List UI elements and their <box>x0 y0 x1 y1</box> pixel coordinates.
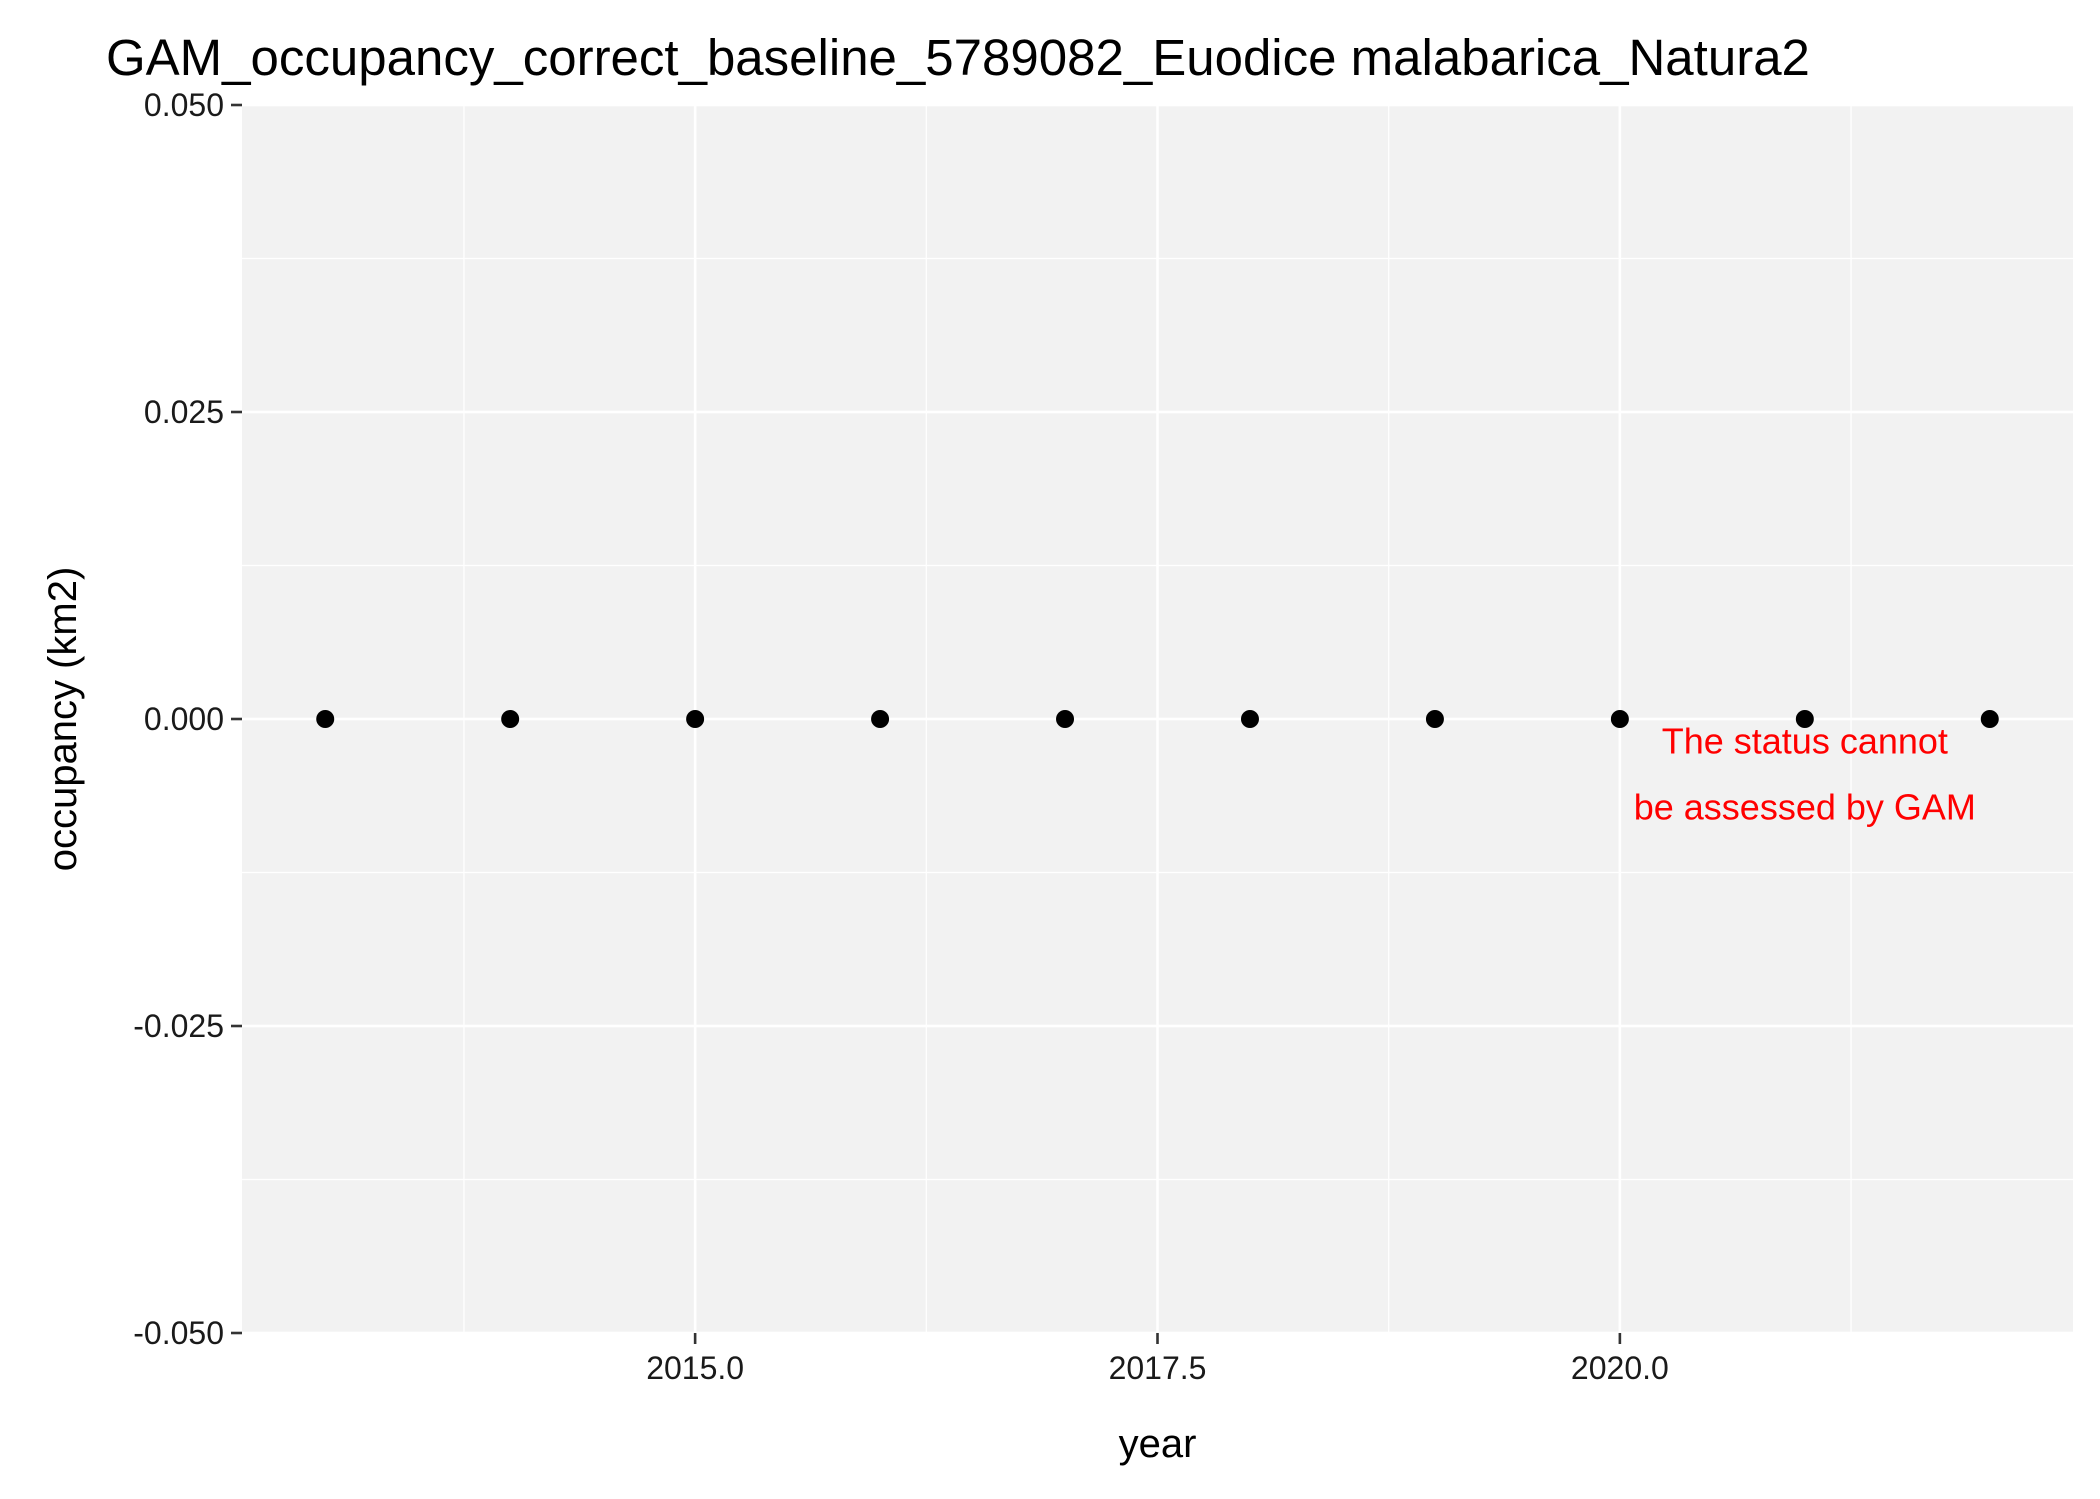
data-point-0 <box>316 710 335 728</box>
data-point-4 <box>1056 710 1075 728</box>
data-point-8 <box>1795 710 1814 728</box>
data-point-6 <box>1425 710 1444 728</box>
x-axis-label: year <box>1119 1422 1197 1466</box>
x-tick-label-1: 2017.5 <box>1109 1350 1207 1386</box>
y-tick-label-1: 0.025 <box>144 394 224 430</box>
data-point-9 <box>1980 710 1999 728</box>
axes: 0.050 0.025 0.000 -0.025 -0.050 2015.0 2017.5 2… <box>133 87 1669 1386</box>
data-point-1 <box>501 710 520 728</box>
data-point-5 <box>1240 710 1259 728</box>
data-point-7 <box>1610 710 1629 728</box>
data-points <box>316 710 1999 728</box>
y-tick-label-0: 0.050 <box>144 87 224 123</box>
y-tick-label-4: -0.050 <box>133 1315 224 1351</box>
x-tick-label-2: 2020.0 <box>1571 1350 1669 1386</box>
x-tick-label-0: 2015.0 <box>646 1350 744 1386</box>
y-axis-label: occupancy (km2) <box>41 567 85 872</box>
chart-title: GAM_occupancy_correct_baseline_5789082_E… <box>106 29 1810 86</box>
data-point-2 <box>686 710 705 728</box>
data-point-3 <box>871 710 890 728</box>
annotation-line-1: be assessed by GAM <box>1634 786 1976 827</box>
y-tick-label-2: 0.000 <box>144 701 224 737</box>
y-tick-label-3: -0.025 <box>133 1008 224 1044</box>
status-annotation: The status cannot be assessed by GAM <box>1634 720 1976 827</box>
annotation-line-0: The status cannot <box>1662 720 1948 761</box>
